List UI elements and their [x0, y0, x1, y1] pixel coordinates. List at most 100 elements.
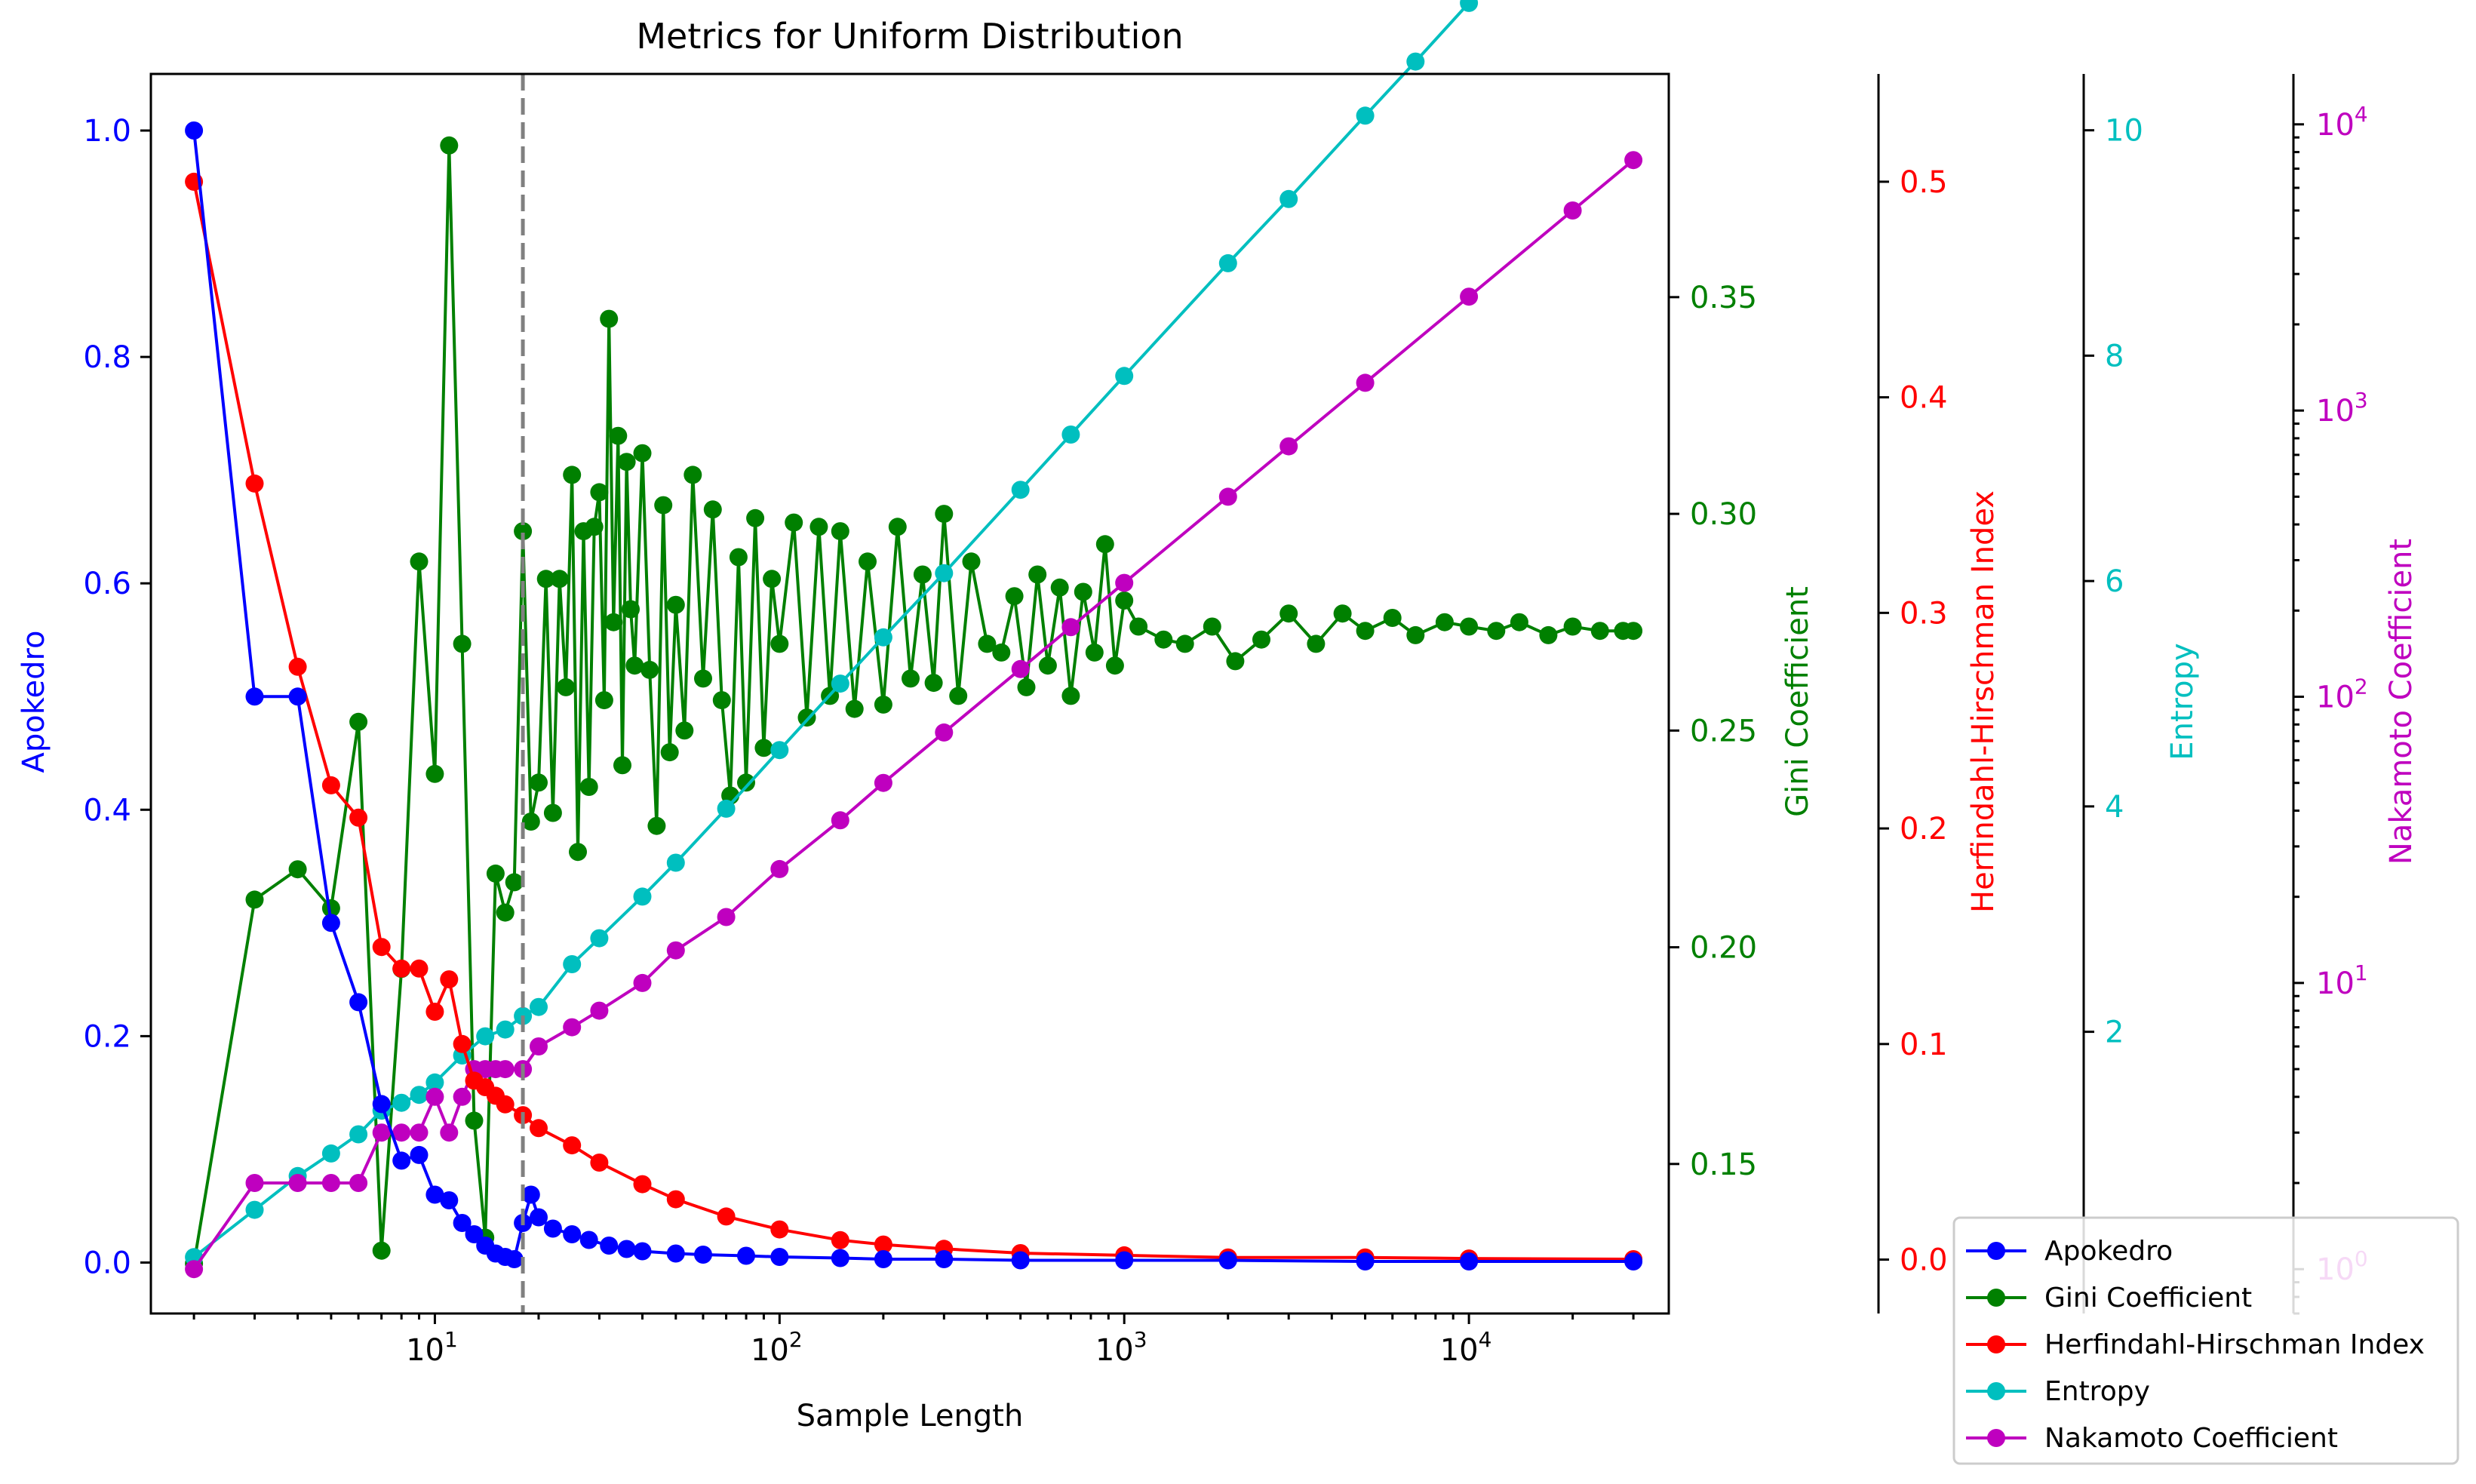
apokedro-tick-label: 0.8	[83, 340, 131, 375]
point-gini	[563, 465, 582, 484]
legend: Apokedro Gini Coefficient Herfindahl-Hirsc…	[1952, 1216, 2459, 1465]
point-entropy	[496, 1020, 515, 1039]
point-gini	[754, 739, 773, 757]
entropy-tick-label: 10	[2105, 114, 2143, 149]
point-entropy	[563, 955, 582, 973]
point-nakamoto	[770, 859, 789, 878]
point-nakamoto	[1563, 201, 1582, 220]
point-gini	[1095, 535, 1114, 554]
point-gini	[746, 508, 765, 527]
point-entropy	[935, 564, 954, 582]
legend-label-nakamoto: Nakamoto Coefficient	[2044, 1423, 2338, 1454]
point-gini	[1115, 591, 1134, 610]
point-entropy	[590, 929, 609, 948]
point-gini	[1539, 625, 1558, 644]
point-hhi	[717, 1207, 736, 1226]
apokedro-tick-label: 0.0	[83, 1246, 131, 1280]
point-gini	[949, 687, 968, 705]
series-line-apokedro	[192, 130, 1634, 1263]
point-entropy	[425, 1073, 444, 1092]
point-gini	[590, 483, 609, 502]
point-gini	[465, 1111, 484, 1130]
point-hhi	[372, 938, 391, 957]
point-gini	[913, 565, 932, 584]
hhi-tick-label: 0.5	[1900, 165, 1948, 200]
point-apokedro	[1115, 1251, 1134, 1270]
series-line-gini	[192, 145, 1634, 1264]
point-gini	[521, 813, 540, 831]
gini-axis-label: Gini Coefficient	[1780, 586, 1815, 817]
point-gini	[978, 634, 997, 653]
point-nakamoto	[590, 1001, 609, 1020]
point-gini	[453, 634, 472, 653]
point-gini	[1460, 617, 1479, 636]
point-apokedro	[579, 1231, 598, 1249]
point-gini	[550, 570, 569, 588]
point-apokedro	[392, 1151, 411, 1170]
point-gini	[1252, 630, 1270, 649]
point-apokedro	[1356, 1252, 1375, 1270]
point-gini	[1510, 613, 1528, 631]
gini-tick-label: 0.20	[1690, 931, 1757, 966]
point-gini	[809, 518, 828, 536]
point-gini	[666, 595, 685, 614]
point-nakamoto	[831, 811, 849, 830]
point-hhi	[874, 1235, 892, 1254]
point-gini	[496, 903, 515, 922]
point-hhi	[563, 1136, 582, 1155]
point-nakamoto	[425, 1087, 444, 1106]
point-apokedro	[563, 1225, 582, 1243]
point-gini	[785, 513, 803, 532]
point-apokedro	[465, 1225, 484, 1243]
point-apokedro	[617, 1240, 636, 1258]
point-apokedro	[770, 1248, 789, 1266]
point-gini	[1154, 630, 1173, 649]
point-gini	[660, 743, 679, 762]
point-gini	[321, 899, 340, 917]
point-nakamoto	[245, 1174, 264, 1192]
point-gini	[1074, 582, 1092, 601]
point-gini	[625, 656, 644, 675]
point-hhi	[633, 1175, 652, 1194]
x-axis-label: Sample Length	[797, 1399, 1024, 1433]
point-apokedro	[1218, 1251, 1237, 1270]
hhi-tick-label: 0.4	[1900, 381, 1948, 416]
point-nakamoto	[1460, 287, 1479, 306]
hhi-tick-label: 0.3	[1900, 596, 1948, 631]
point-gini	[1038, 656, 1057, 675]
hhi-tick-label: 0.0	[1900, 1243, 1948, 1278]
point-nakamoto	[935, 723, 954, 742]
point-gini	[770, 634, 789, 653]
point-gini	[536, 570, 555, 588]
point-apokedro	[666, 1244, 685, 1263]
apokedro-tick-label: 0.6	[83, 567, 131, 601]
point-entropy	[1406, 52, 1425, 71]
point-apokedro	[185, 121, 204, 140]
point-nakamoto	[563, 1018, 582, 1037]
point-gini	[633, 444, 652, 462]
point-gini	[1487, 622, 1506, 641]
point-gini	[543, 803, 562, 822]
point-gini	[763, 570, 782, 588]
point-gini	[737, 773, 755, 792]
gini-tick-label: 0.30	[1690, 497, 1757, 532]
point-apokedro	[372, 1095, 391, 1114]
point-gini	[1435, 613, 1454, 631]
point-gini	[859, 552, 877, 571]
legend-marker-nakamoto	[1987, 1429, 2005, 1447]
nakamoto-tick-label: 102	[2316, 674, 2368, 715]
entropy-tick-label: 8	[2105, 339, 2124, 373]
point-gini	[694, 669, 712, 688]
legend-marker-apokedro	[1987, 1242, 2005, 1260]
point-gini	[845, 699, 864, 718]
entropy-axis-label: Entropy	[2165, 643, 2200, 760]
point-nakamoto	[185, 1260, 204, 1279]
point-entropy	[1460, 0, 1479, 12]
point-nakamoto	[349, 1174, 368, 1192]
point-hhi	[288, 657, 307, 676]
point-gini	[622, 600, 640, 619]
point-gini	[505, 873, 524, 892]
apokedro-tick-label: 0.4	[83, 793, 131, 828]
point-apokedro	[935, 1250, 954, 1268]
